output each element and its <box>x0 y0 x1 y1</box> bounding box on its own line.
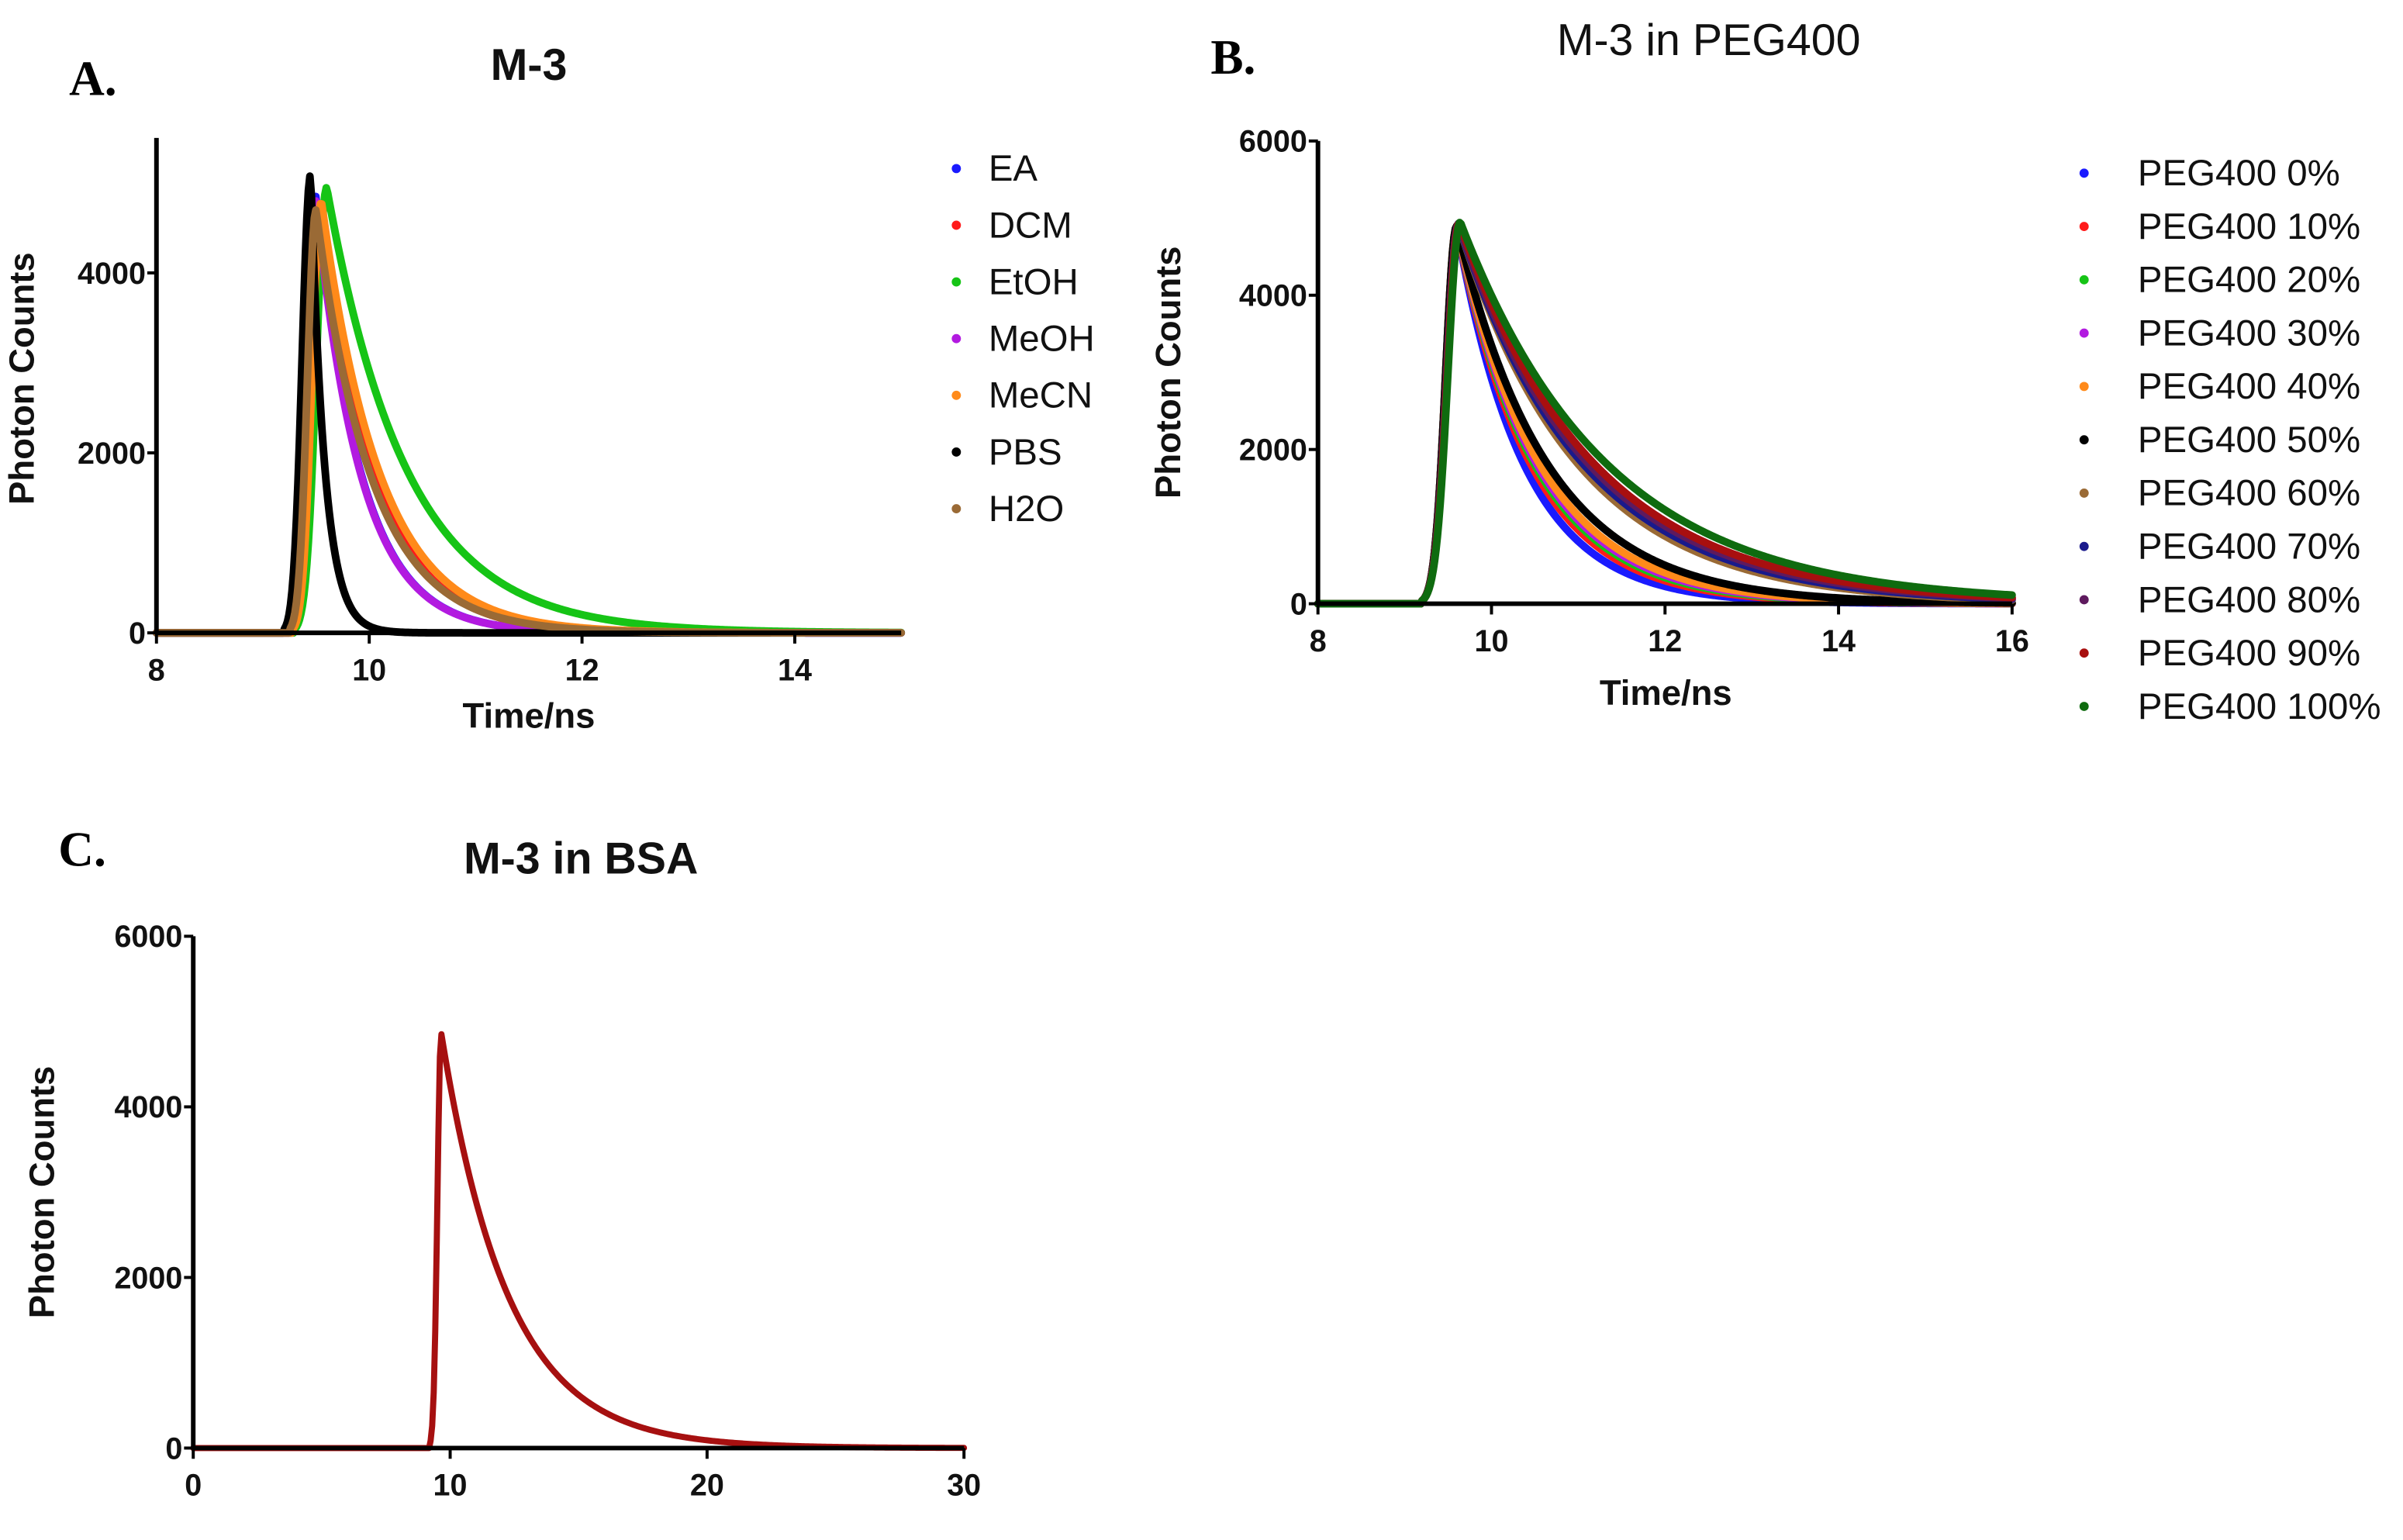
legend-label: PEG400 60% <box>2138 473 2360 514</box>
legend-marker <box>951 447 962 457</box>
x-tick-label: 10 <box>433 1469 468 1503</box>
y-tick-label: 4000 <box>78 257 146 291</box>
chart-title: M-3 in BSA <box>464 834 698 883</box>
x-tick-label: 16 <box>1995 624 2029 658</box>
legend-label: PEG400 40% <box>2138 366 2360 407</box>
series-line-peg400-100- <box>1314 219 2016 608</box>
x-tick-label: 12 <box>1648 624 1682 658</box>
legend-marker <box>951 164 962 174</box>
y-axis-label: Photon Counts <box>22 1066 61 1319</box>
legend-label: PEG400 50% <box>2138 420 2360 461</box>
series-line-dcm <box>152 199 906 637</box>
series-line-pbs <box>152 172 906 637</box>
panel-B: B. M-3 in PEG400 0 2000 4000 6000 8 10 12 14 16 Pho… <box>1148 16 2381 727</box>
series-line-etoh <box>152 184 906 637</box>
y-tick-label: 4000 <box>1239 279 1307 313</box>
legend-marker <box>2079 435 2089 445</box>
y-tick-label: 0 <box>129 616 146 651</box>
series-line-h2o <box>152 205 906 637</box>
legend-label: MeCN <box>989 375 1093 416</box>
legend-label: EtOH <box>989 261 1079 302</box>
x-axis-label: Time/ns <box>1600 673 1732 713</box>
y-tick-label: 0 <box>1290 587 1307 621</box>
legend-label: PEG400 0% <box>2138 153 2340 194</box>
legend-marker <box>2079 168 2089 178</box>
legend-marker <box>951 220 962 230</box>
panel-label: B. <box>1210 30 1255 85</box>
x-tick-label: 0 <box>185 1469 202 1503</box>
chart-title: M-3 <box>491 40 568 90</box>
series-line-mecn <box>152 199 906 637</box>
panel-label: C. <box>58 823 105 877</box>
panel-label: A. <box>69 52 116 106</box>
chart-title: M-3 in PEG400 <box>1557 16 1861 65</box>
y-tick-label: 2000 <box>114 1261 182 1295</box>
y-tick-label: 4000 <box>114 1090 182 1124</box>
series-line-peg400-0- <box>1314 223 2016 608</box>
legend-marker <box>2079 595 2089 605</box>
series-line-peg400-80- <box>1314 219 2016 608</box>
legend: PEG400 0% PEG400 10% PEG400 20% PEG400 30% P… <box>2079 153 2381 727</box>
legend-label: PEG400 100% <box>2138 686 2381 727</box>
legend-marker <box>2079 275 2089 285</box>
series-line-peg400-20- <box>1314 223 2016 608</box>
x-axis-label: Time/ns <box>463 696 596 736</box>
y-axis-label: Photon Counts <box>2 252 42 505</box>
legend-label: MeOH <box>989 319 1095 360</box>
legend-label: PEG400 80% <box>2138 579 2360 620</box>
y-tick-label: 0 <box>165 1431 182 1466</box>
legend-label: PEG400 10% <box>2138 206 2360 247</box>
series-line-peg400-30- <box>1314 223 2016 608</box>
legend-label: DCM <box>989 205 1072 246</box>
x-tick-label: 8 <box>1310 624 1327 658</box>
series-line-peg400-90- <box>1314 219 2016 608</box>
legend-marker <box>2079 382 2089 392</box>
x-tick-label: 14 <box>778 653 812 687</box>
series-line-ea <box>152 192 906 637</box>
legend-label: PEG400 90% <box>2138 633 2360 674</box>
legend-marker <box>2079 702 2089 711</box>
legend-label: PBS <box>989 432 1062 473</box>
legend-label: PEG400 30% <box>2138 312 2360 354</box>
y-tick-label: 6000 <box>1239 125 1307 159</box>
legend-marker <box>2079 541 2089 551</box>
x-tick-label: 12 <box>565 653 599 687</box>
x-tick-label: 20 <box>690 1469 724 1503</box>
x-tick-label: 8 <box>148 653 165 687</box>
x-tick-label: 30 <box>947 1469 981 1503</box>
legend-marker <box>2079 648 2089 658</box>
legend-marker <box>2079 222 2089 231</box>
y-axis-label: Photon Counts <box>1148 246 1188 499</box>
legend-marker <box>951 277 962 287</box>
series-line-meoh <box>152 197 906 637</box>
legend: EA DCM EtOH MeOH MeCN PBS H2O <box>951 148 1095 530</box>
y-tick-label: 6000 <box>114 920 182 954</box>
legend-label: H2O <box>989 489 1064 530</box>
panel-A: A. M-3 0 2000 4000 8 10 12 14 Photon Counts Time/n… <box>2 40 1095 736</box>
series-line-bsa <box>190 1031 968 1452</box>
series-line-peg400-70- <box>1314 220 2016 608</box>
x-tick-label: 10 <box>1474 624 1508 658</box>
legend-marker <box>951 390 962 400</box>
legend-marker <box>951 504 962 513</box>
series-line-peg400-10- <box>1314 223 2016 608</box>
legend-label: PEG400 70% <box>2138 526 2360 567</box>
legend-marker <box>951 333 962 344</box>
x-tick-label: 10 <box>352 653 386 687</box>
series-line-peg400-40- <box>1314 222 2016 608</box>
x-tick-label: 14 <box>1821 624 1856 658</box>
series-line-peg400-50- <box>1314 222 2016 608</box>
legend-label: PEG400 20% <box>2138 260 2360 301</box>
legend-marker <box>2079 488 2089 498</box>
legend-marker <box>2079 328 2089 338</box>
legend-label: EA <box>989 148 1038 189</box>
panel-C: C. M-3 in BSA 0 2000 4000 6000 0 10 20 30 Photon C… <box>22 823 981 1503</box>
y-tick-label: 2000 <box>1239 433 1307 467</box>
y-tick-label: 2000 <box>78 437 146 471</box>
series-line-peg400-60- <box>1314 220 2016 608</box>
